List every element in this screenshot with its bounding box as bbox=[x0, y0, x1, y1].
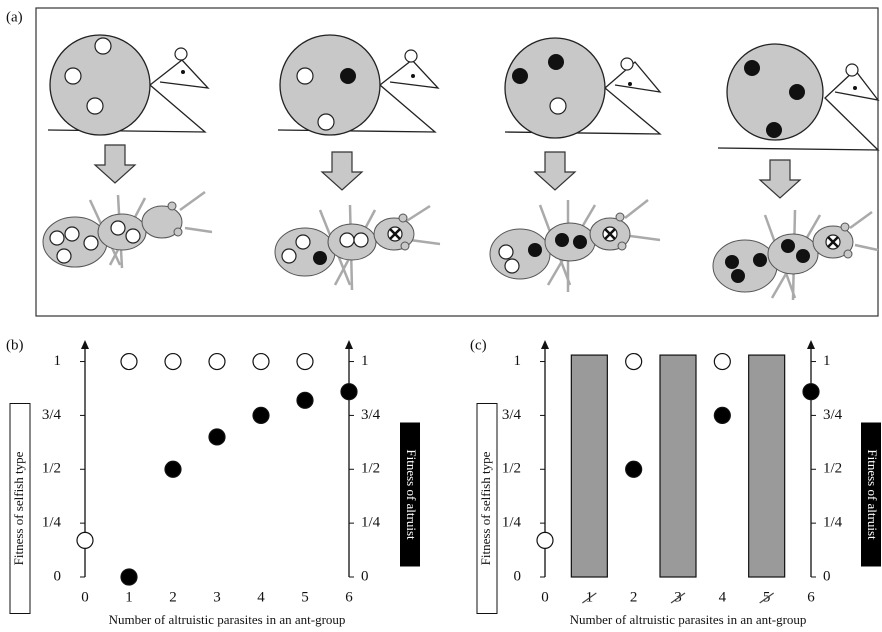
point bbox=[165, 461, 181, 477]
arrow bbox=[760, 160, 800, 198]
snail bbox=[48, 35, 208, 135]
x-axis-label: Number of altruistic parasites in an ant… bbox=[570, 612, 807, 627]
point bbox=[297, 354, 313, 370]
point bbox=[77, 532, 93, 548]
point bbox=[803, 384, 819, 400]
x-tick-label: 1 bbox=[125, 589, 133, 605]
point bbox=[714, 407, 730, 423]
panel-label: (c) bbox=[470, 337, 487, 353]
snail bbox=[278, 35, 438, 135]
x-tick-label: 6 bbox=[345, 589, 353, 605]
y-tick-label: 1 bbox=[54, 353, 62, 369]
panel-label: (b) bbox=[6, 337, 24, 353]
y-tick-label: 0 bbox=[514, 568, 522, 584]
point bbox=[209, 429, 225, 445]
x-tick-label: 6 bbox=[807, 589, 815, 605]
shaded-bar bbox=[571, 355, 607, 577]
y2-tick-label: 1/2 bbox=[361, 461, 380, 477]
x-tick-label: 3 bbox=[213, 589, 221, 605]
ant bbox=[43, 192, 212, 268]
point bbox=[341, 384, 357, 400]
x-axis-label: Number of altruistic parasites in an ant… bbox=[109, 612, 346, 627]
x-tick-label: 5 bbox=[301, 589, 309, 605]
x-tick-label: 0 bbox=[541, 589, 549, 605]
point bbox=[626, 461, 642, 477]
panel-a: (a) bbox=[6, 8, 878, 316]
ant bbox=[713, 210, 878, 300]
y-tick-label: 3/4 bbox=[502, 407, 522, 423]
point bbox=[121, 569, 137, 585]
y2-tick-label: 1 bbox=[823, 353, 831, 369]
arrow bbox=[535, 152, 575, 190]
ant bbox=[275, 205, 440, 290]
axis-arrow bbox=[81, 340, 89, 349]
y-tick-label: 1 bbox=[514, 353, 522, 369]
point bbox=[297, 392, 313, 408]
y-axis-label: Fitness of selfish type bbox=[478, 451, 493, 565]
y-tick-label: 1/2 bbox=[42, 461, 61, 477]
point bbox=[165, 354, 181, 370]
y2-tick-label: 1/2 bbox=[823, 461, 842, 477]
point bbox=[253, 407, 269, 423]
y2-tick-label: 1/4 bbox=[361, 515, 381, 531]
point bbox=[121, 354, 137, 370]
y-tick-label: 1/4 bbox=[502, 515, 522, 531]
arrow bbox=[322, 152, 362, 190]
point bbox=[626, 354, 642, 370]
point bbox=[714, 354, 730, 370]
y2-tick-label: 3/4 bbox=[361, 407, 381, 423]
y2-tick-label: 0 bbox=[823, 568, 831, 584]
point bbox=[253, 354, 269, 370]
y2-tick-label: 1/4 bbox=[823, 515, 843, 531]
point bbox=[209, 354, 225, 370]
axis-arrow bbox=[541, 340, 549, 349]
y2-axis-label: Fitness of altruist bbox=[865, 449, 880, 540]
x-tick-label: 0 bbox=[81, 589, 89, 605]
y2-tick-label: 1 bbox=[361, 353, 369, 369]
y-tick-label: 0 bbox=[54, 568, 62, 584]
x-tick-label: 4 bbox=[719, 589, 727, 605]
point bbox=[537, 532, 553, 548]
x-tick-label: 2 bbox=[169, 589, 177, 605]
y-tick-label: 1/2 bbox=[502, 461, 521, 477]
shaded-bar bbox=[749, 355, 785, 577]
y2-axis-label: Fitness of altruist bbox=[404, 449, 419, 540]
axis-arrow bbox=[345, 340, 353, 349]
snail bbox=[718, 44, 878, 150]
y-axis-label: Fitness of selfish type bbox=[11, 451, 26, 565]
arrow bbox=[95, 145, 135, 183]
snail bbox=[505, 38, 660, 138]
ant bbox=[490, 200, 660, 292]
figure: (a) bbox=[0, 0, 882, 632]
y-tick-label: 1/4 bbox=[42, 515, 62, 531]
panel-label: (a) bbox=[6, 9, 23, 25]
axis-arrow bbox=[807, 340, 815, 349]
x-tick-label: 4 bbox=[257, 589, 265, 605]
x-tick-label: 2 bbox=[630, 589, 638, 605]
y2-tick-label: 3/4 bbox=[823, 407, 843, 423]
shaded-bar bbox=[660, 355, 696, 577]
y-tick-label: 3/4 bbox=[42, 407, 62, 423]
y2-tick-label: 0 bbox=[361, 568, 369, 584]
